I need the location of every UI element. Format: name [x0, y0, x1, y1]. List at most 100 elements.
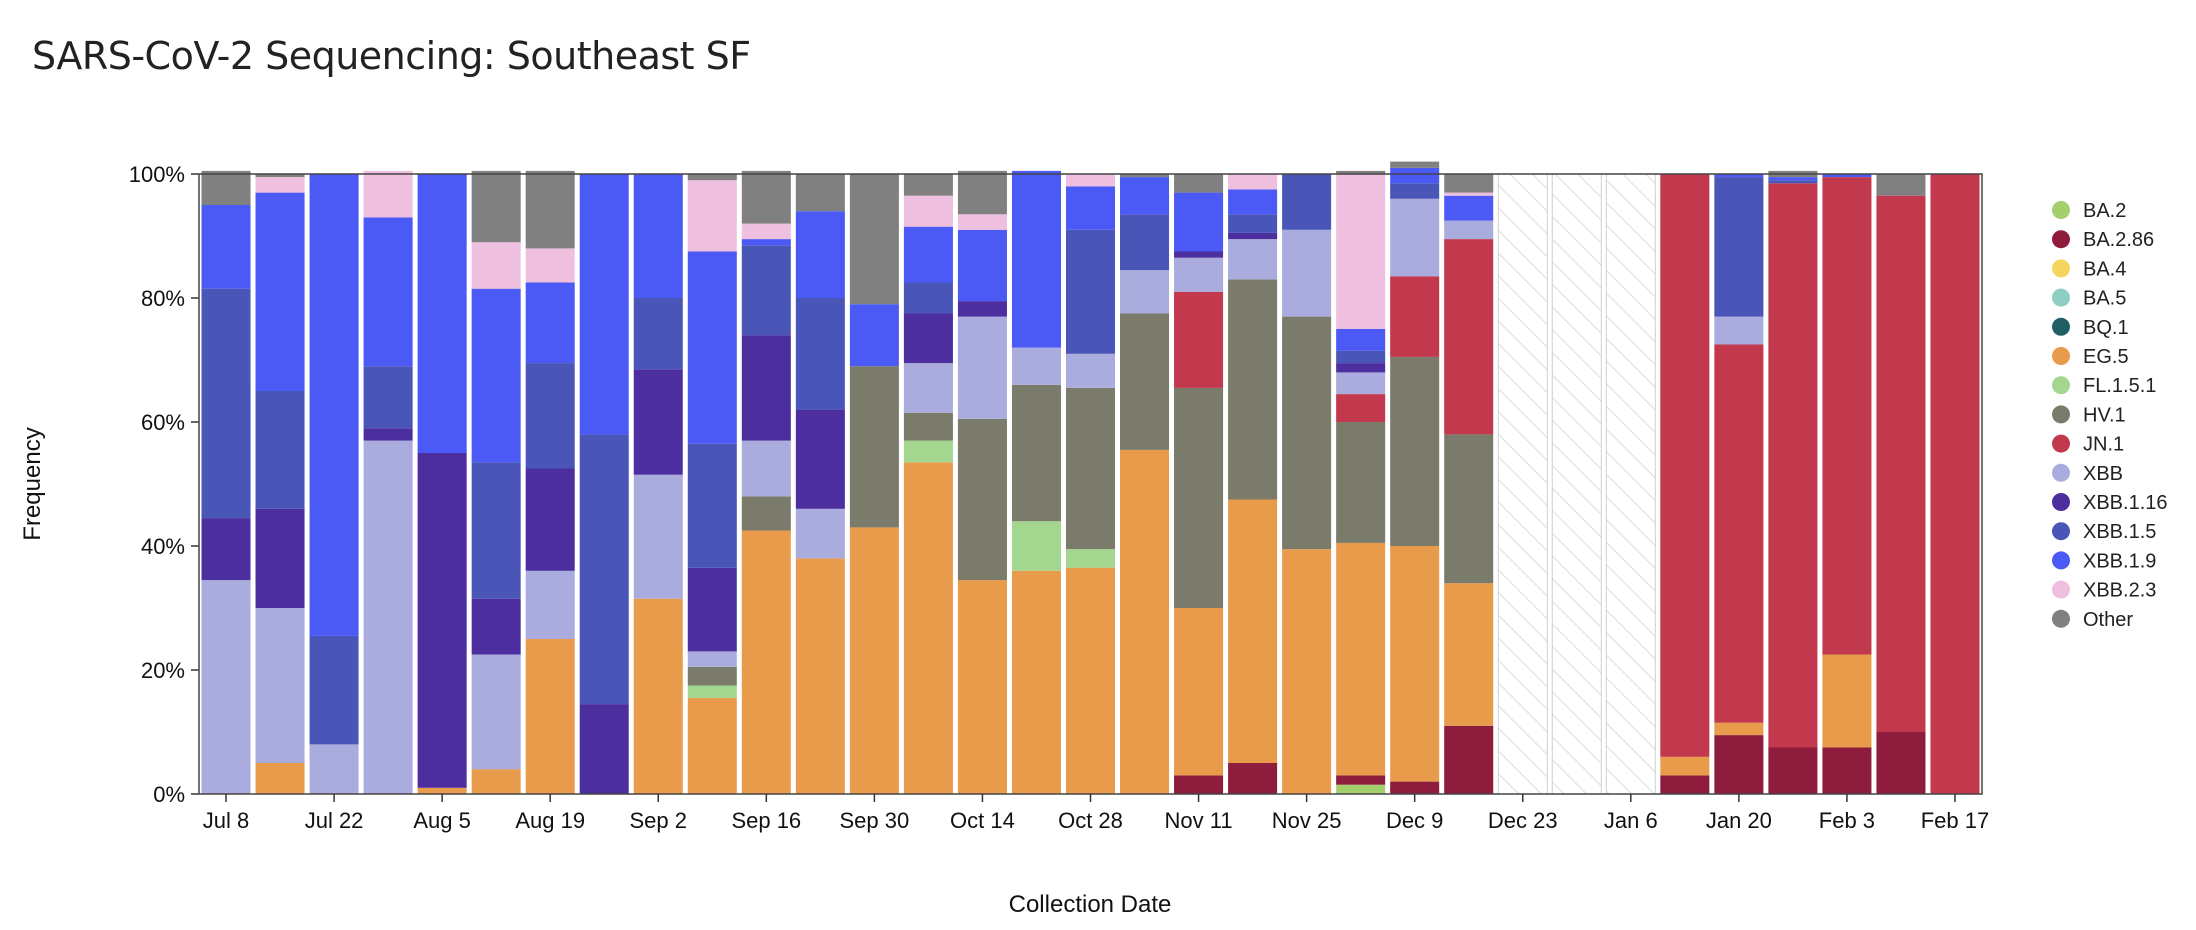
bar-segment[interactable]	[1282, 229, 1332, 317]
bar-segment[interactable]	[1822, 654, 1872, 748]
bar-segment[interactable]	[1228, 214, 1278, 233]
bar-segment[interactable]	[525, 363, 575, 469]
bar-segment[interactable]	[1174, 257, 1224, 292]
bar-segment[interactable]	[309, 635, 359, 745]
bar-segment[interactable]	[1065, 567, 1116, 794]
bar-segment[interactable]	[1714, 316, 1764, 345]
bar-segment[interactable]	[903, 412, 953, 441]
bar-segment[interactable]	[1336, 775, 1386, 785]
bar-segment[interactable]	[903, 282, 953, 314]
bar-segment[interactable]	[1444, 195, 1494, 221]
bar-segment[interactable]	[471, 462, 521, 599]
bar-segment[interactable]	[957, 170, 1007, 215]
bar-segment[interactable]	[795, 409, 845, 509]
bar-segment[interactable]	[255, 174, 305, 178]
bar-segment[interactable]	[1174, 192, 1224, 252]
bar-segment[interactable]	[1768, 183, 1818, 748]
legend-label[interactable]: HV.1	[2083, 404, 2126, 426]
bar-segment[interactable]	[1011, 384, 1061, 522]
bar-segment[interactable]	[957, 229, 1007, 302]
bar-segment[interactable]	[1336, 422, 1386, 543]
bar-segment[interactable]	[201, 288, 251, 519]
bar-segment[interactable]	[363, 440, 413, 794]
bar-segment[interactable]	[525, 248, 575, 283]
bar-segment[interactable]	[525, 468, 575, 571]
bar-segment[interactable]	[255, 763, 305, 794]
legend-label[interactable]: XBB.1.5	[2083, 521, 2156, 543]
bar-segment[interactable]	[525, 170, 575, 249]
bar-segment[interactable]	[1444, 192, 1494, 196]
bar-segment[interactable]	[1336, 363, 1386, 373]
bar-segment[interactable]	[1228, 189, 1278, 215]
bar-segment[interactable]	[363, 428, 413, 441]
bar-segment[interactable]	[255, 391, 305, 509]
bar-segment[interactable]	[849, 304, 899, 367]
bar-segment[interactable]	[1174, 291, 1224, 388]
bar-segment[interactable]	[1390, 161, 1440, 168]
bar-segment[interactable]	[579, 704, 629, 794]
bar-segment[interactable]	[1065, 549, 1116, 568]
bar-segment[interactable]	[1660, 756, 1710, 776]
bar-segment[interactable]	[1120, 214, 1170, 271]
legend-label[interactable]: BQ.1	[2083, 317, 2129, 339]
legend-label[interactable]: Other	[2083, 609, 2133, 631]
bar-segment[interactable]	[471, 598, 521, 655]
bar-segment[interactable]	[579, 434, 629, 705]
bar-segment[interactable]	[687, 251, 737, 444]
bar-segment[interactable]	[633, 474, 683, 599]
bar-segment[interactable]	[1876, 195, 1926, 732]
bar-segment[interactable]	[1930, 174, 1980, 794]
bar-segment[interactable]	[1444, 174, 1494, 193]
bar-segment[interactable]	[1174, 775, 1224, 794]
bar-segment[interactable]	[363, 217, 413, 367]
bar-segment[interactable]	[525, 282, 575, 364]
legend-label[interactable]: XBB	[2083, 463, 2123, 485]
bar-segment[interactable]	[417, 453, 467, 788]
bar-segment[interactable]	[1120, 313, 1170, 450]
bar-segment[interactable]	[1660, 775, 1710, 794]
bar-segment[interactable]	[1120, 174, 1170, 178]
bar-segment[interactable]	[741, 335, 791, 441]
bar-segment[interactable]	[1282, 174, 1332, 230]
bar-segment[interactable]	[795, 558, 845, 794]
bar-segment[interactable]	[903, 462, 953, 794]
bar-segment[interactable]	[1120, 177, 1170, 215]
bar-segment[interactable]	[1228, 174, 1278, 190]
bar-segment[interactable]	[1768, 180, 1818, 184]
bar-segment[interactable]	[1822, 747, 1872, 795]
bar-segment[interactable]	[1011, 521, 1061, 571]
bar-segment[interactable]	[903, 363, 953, 413]
bar-segment[interactable]	[1282, 316, 1332, 550]
bar-segment[interactable]	[1011, 570, 1061, 794]
bar-segment[interactable]	[1714, 344, 1764, 723]
bar-segment[interactable]	[903, 174, 953, 196]
bar-segment[interactable]	[741, 245, 791, 336]
bar-segment[interactable]	[471, 769, 521, 794]
bar-segment[interactable]	[687, 567, 737, 652]
bar-segment[interactable]	[741, 440, 791, 497]
bar-segment[interactable]	[903, 440, 953, 463]
legend-label[interactable]: BA.2	[2083, 200, 2126, 222]
bar-segment[interactable]	[633, 369, 683, 475]
bar-segment[interactable]	[1714, 174, 1764, 178]
bar-segment[interactable]	[1390, 276, 1440, 357]
bar-segment[interactable]	[471, 242, 521, 289]
bar-segment[interactable]	[741, 496, 791, 531]
bar-segment[interactable]	[633, 598, 683, 794]
bar-segment[interactable]	[363, 366, 413, 429]
bar-segment[interactable]	[363, 170, 413, 218]
bar-segment[interactable]	[957, 301, 1007, 317]
bar-segment[interactable]	[687, 180, 737, 252]
bar-segment[interactable]	[471, 170, 521, 243]
bar-segment[interactable]	[255, 508, 305, 608]
bar-segment[interactable]	[795, 298, 845, 410]
bar-segment[interactable]	[795, 211, 845, 298]
legend-label[interactable]: EG.5	[2083, 346, 2129, 368]
bar-segment[interactable]	[741, 239, 791, 246]
bar-segment[interactable]	[795, 508, 845, 559]
bar-segment[interactable]	[957, 580, 1007, 794]
bar-segment[interactable]	[1174, 174, 1224, 193]
bar-segment[interactable]	[1065, 229, 1116, 354]
bar-segment[interactable]	[525, 639, 575, 794]
bar-segment[interactable]	[579, 174, 629, 435]
